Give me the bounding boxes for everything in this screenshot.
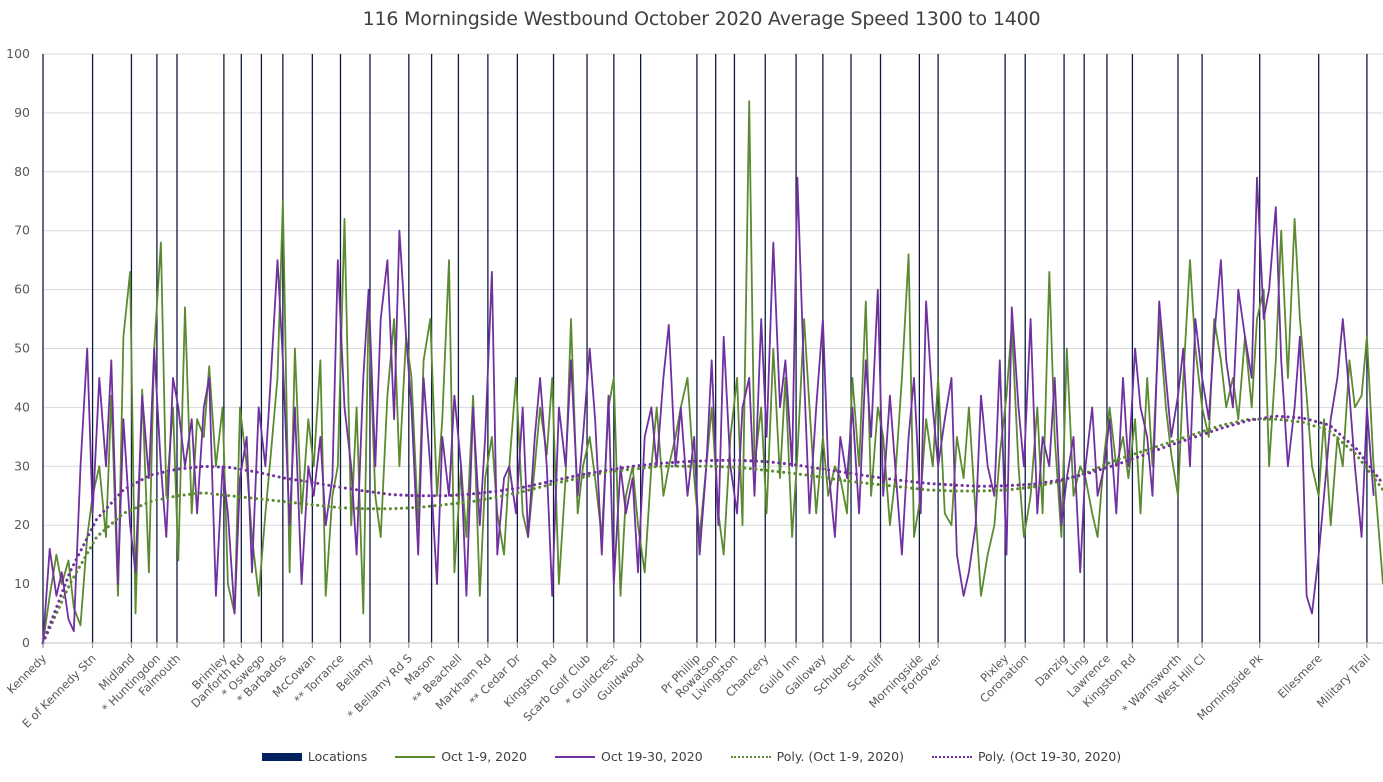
legend-swatch-oct19-30 (554, 755, 595, 758)
legend-label: Poly. (Oct 19-30, 2020) (977, 749, 1122, 764)
legend-swatch-locations (261, 752, 302, 761)
legend-label: Poly. (Oct 1-9, 2020) (776, 749, 904, 764)
y-tick-label: 50 (14, 341, 30, 356)
legend-swatch-oct1-9 (395, 755, 436, 758)
chart-title: 116 Morningside Westbound October 2020 A… (362, 8, 1041, 30)
series-line-poly-oct-19-30-2020 (41, 414, 1383, 645)
x-tick-label: Ellesmere (1275, 651, 1325, 701)
series-group (41, 100, 1383, 645)
y-axis-ticks: 0 10 20 30 40 50 60 70 80 90 100 (6, 46, 30, 650)
legend-item-oct1-9: Oct 1-9, 2020 (395, 749, 527, 764)
series-line-oct-19-30-2020 (42, 176, 1375, 644)
legend-item-locations: Locations (261, 749, 368, 764)
y-tick-label: 20 (14, 517, 30, 532)
y-tick-label: 90 (14, 105, 30, 120)
legend-item-oct19-30: Oct 19-30, 2020 (554, 749, 703, 764)
y-tick-label: 30 (14, 458, 30, 473)
y-tick-label: 0 (22, 635, 30, 650)
legend-label: Locations (307, 749, 368, 764)
x-tick-label: Kennedy (4, 651, 49, 696)
y-tick-label: 70 (14, 223, 30, 238)
legend: Locations Oct 1-9, 2020 Oct 19-30, 2020 … (0, 749, 1383, 764)
legend-item-poly-oct19-30: Poly. (Oct 19-30, 2020) (931, 749, 1122, 764)
series-line-poly-oct-1-9-2020 (41, 417, 1383, 645)
legend-swatch-poly-oct19-30 (931, 755, 972, 758)
gridlines (43, 53, 1383, 644)
legend-swatch-poly-oct1-9 (730, 755, 771, 758)
location-lines (42, 54, 1368, 643)
legend-item-poly-oct1-9: Poly. (Oct 1-9, 2020) (730, 749, 904, 764)
legend-label: Oct 19-30, 2020 (600, 749, 703, 764)
y-tick-label: 60 (14, 282, 30, 297)
y-tick-label: 40 (14, 399, 30, 414)
y-tick-label: 100 (6, 46, 30, 61)
y-tick-label: 80 (14, 164, 30, 179)
y-tick-label: 10 (14, 576, 30, 591)
legend-label: Oct 1-9, 2020 (441, 749, 527, 764)
